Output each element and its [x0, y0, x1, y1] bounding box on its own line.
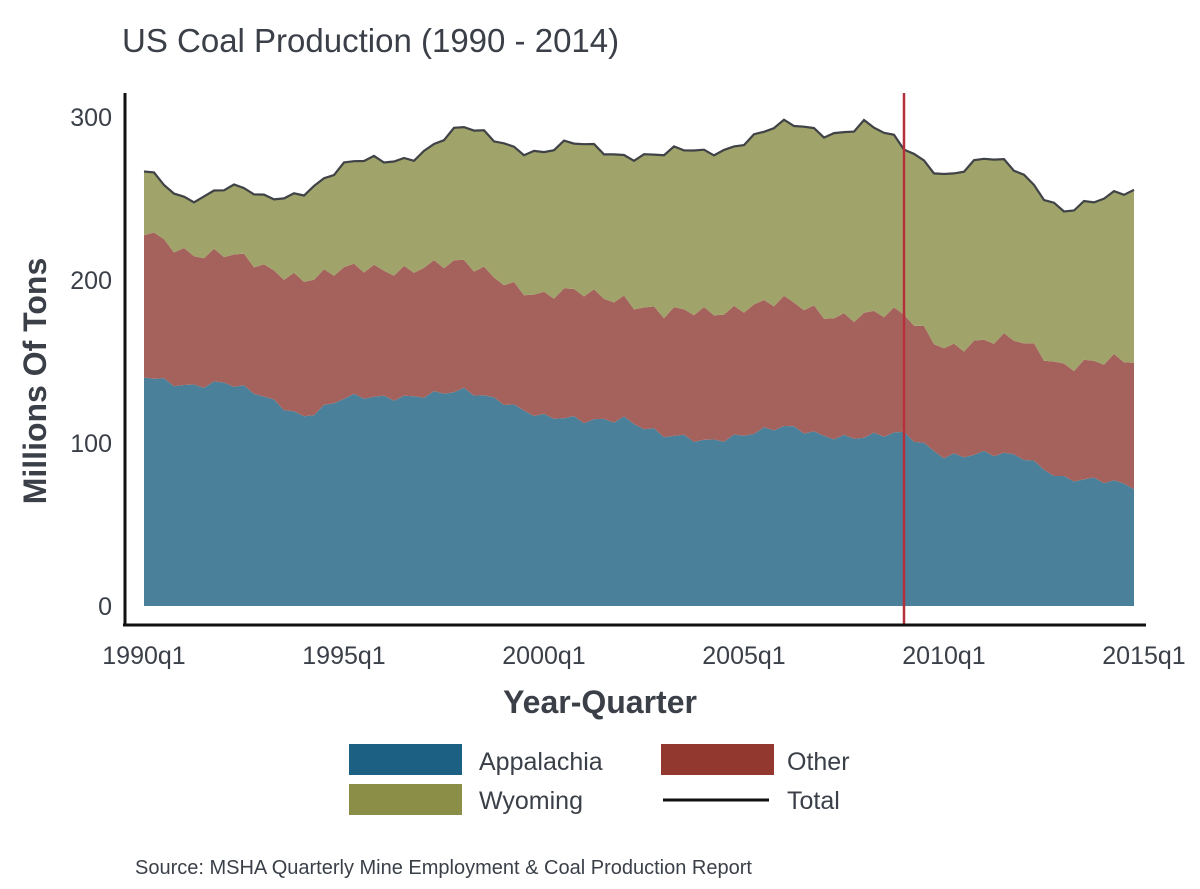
x-tick-label-2015q1: 2015q1 — [1102, 642, 1185, 670]
legend-label-appalachia: Appalachia — [479, 748, 603, 776]
legend-swatch-wyoming — [349, 784, 462, 815]
y-tick-label-0: 0 — [98, 593, 112, 621]
area-series-other — [144, 232, 1134, 490]
chart-title: US Coal Production (1990 - 2014) — [122, 22, 619, 59]
area-series-appalachia — [144, 377, 1134, 606]
legend-swatch-other — [661, 744, 774, 775]
y-tick-label-200: 200 — [70, 267, 112, 295]
y-tick-labels: 0 100 200 300 — [70, 104, 112, 621]
x-tick-label-2000q1: 2000q1 — [502, 642, 585, 670]
area-series-wyoming — [144, 119, 1134, 372]
area-layers — [143, 118, 1135, 606]
source-note: Source: MSHA Quarterly Mine Employment &… — [135, 857, 752, 879]
y-tick-label-300: 300 — [70, 104, 112, 132]
legend-swatch-appalachia — [349, 744, 462, 775]
y-tick-label-100: 100 — [70, 430, 112, 458]
y-axis-label: Millions Of Tons — [17, 258, 53, 505]
x-tick-label-2010q1: 2010q1 — [902, 642, 985, 670]
legend-label-other: Other — [787, 748, 850, 776]
legend: Appalachia Other Wyoming Total — [349, 744, 850, 815]
x-tick-labels: 1990q1 1995q1 2000q1 2005q1 2010q1 2015q1 — [102, 642, 1185, 670]
x-tick-label-1995q1: 1995q1 — [302, 642, 385, 670]
x-tick-label-1990q1: 1990q1 — [102, 642, 185, 670]
line-series-total — [143, 118, 1135, 213]
legend-label-total: Total — [787, 787, 840, 815]
x-axis-label: Year-Quarter — [503, 684, 697, 720]
legend-label-wyoming: Wyoming — [479, 787, 583, 815]
x-tick-label-2005q1: 2005q1 — [702, 642, 785, 670]
